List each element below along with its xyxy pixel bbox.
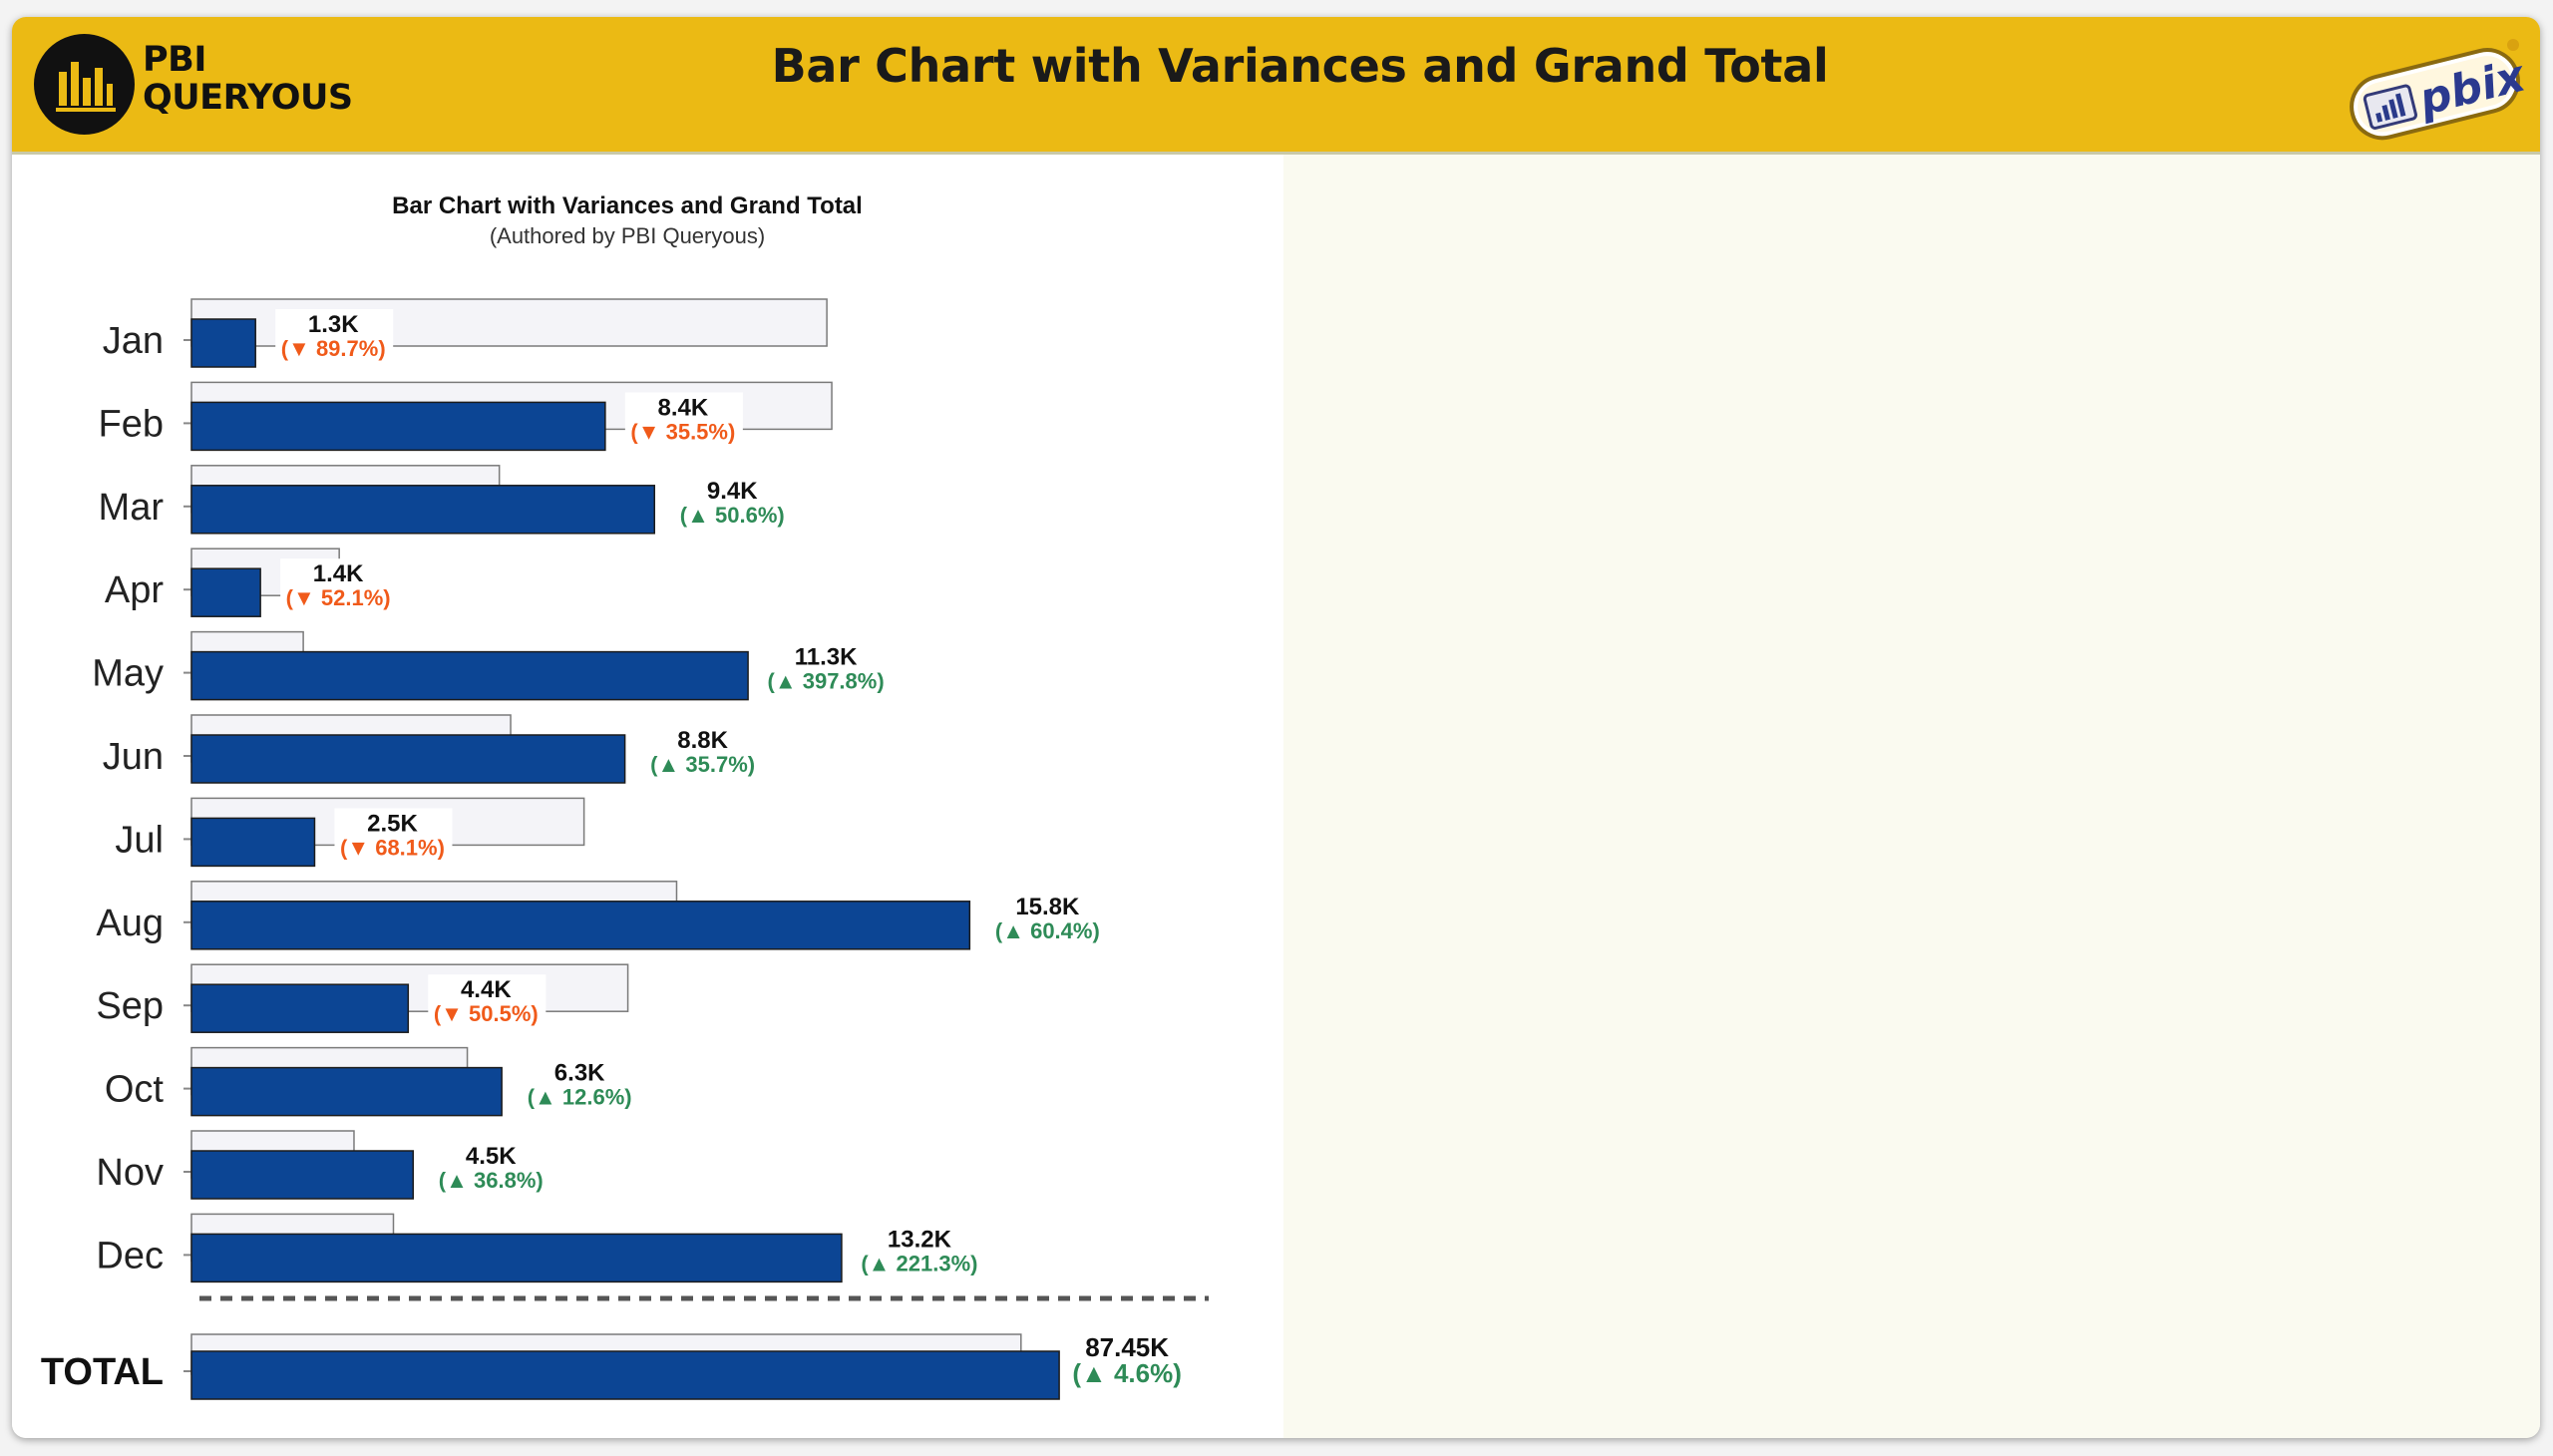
total-value-bar <box>190 1350 1060 1400</box>
value-label: 4.5K <box>466 1143 517 1170</box>
label-plate <box>334 808 453 855</box>
variance-label: (▼ 52.1%) <box>286 585 391 610</box>
chart-title: Bar Chart with Variances and Grand Total <box>392 192 863 219</box>
value-bar <box>190 318 256 368</box>
label-plate <box>644 725 763 771</box>
label-plate <box>674 475 793 522</box>
value-label: 13.2K <box>888 1226 952 1253</box>
report-header: PBI QUERYOUS Bar Chart with Variances an… <box>12 17 2540 155</box>
bar-chart-svg: Jan 1.3K(▼ 89.7%)Feb 8.4K(▼ 35.5%)Mar 9.4K(… <box>41 298 1209 1400</box>
value-label: 8.4K <box>658 394 709 421</box>
variance-label: (▼ 89.7%) <box>281 336 386 361</box>
value-bar <box>190 1150 414 1200</box>
category-label: Aug <box>96 903 164 944</box>
category-label: Nov <box>96 1152 164 1194</box>
variance-label: (▲ 50.6%) <box>680 503 785 528</box>
value-label: 15.8K <box>1015 894 1080 920</box>
value-label: 8.8K <box>677 727 728 754</box>
variance-label: (▲ 221.3%) <box>861 1251 977 1275</box>
brand-line-2: QUERYOUS <box>143 78 353 118</box>
bar-chart-logo-icon <box>56 62 116 112</box>
variance-label: (▼ 68.1%) <box>340 835 445 860</box>
category-label: Dec <box>96 1235 164 1276</box>
label-plate <box>280 558 399 605</box>
chart-subtitle: (Authored by PBI Queryous) <box>489 223 766 248</box>
category-label: Sep <box>96 985 164 1027</box>
value-bar <box>190 650 749 701</box>
pbix-file-icon: pbix <box>2350 39 2531 141</box>
value-bar <box>190 901 971 950</box>
chart-visual[interactable]: Bar Chart with Variances and Grand Total… <box>12 155 1283 1438</box>
variance-label: (▲ 35.7%) <box>650 752 755 777</box>
variance-label: (▲ 12.6%) <box>528 1085 632 1110</box>
pbix-badge[interactable]: pbix <box>2336 27 2535 149</box>
label-plate <box>428 974 547 1021</box>
value-bar <box>190 1066 503 1117</box>
report-canvas: PBI QUERYOUS Bar Chart with Variances an… <box>12 17 2540 1438</box>
total-value-label: 87.45K <box>1085 1332 1169 1362</box>
variance-label: (▲ 36.8%) <box>439 1168 544 1193</box>
label-plate <box>624 392 743 439</box>
brand-name: PBI QUERYOUS <box>143 41 353 117</box>
category-label: May <box>92 653 164 695</box>
variance-label: (▲ 397.8%) <box>768 669 885 694</box>
brand-line-1: PBI <box>143 40 206 80</box>
label-plate <box>989 891 1108 937</box>
variance-label: (▼ 50.5%) <box>434 1001 539 1026</box>
page-title: Bar Chart with Variances and Grand Total <box>771 39 1829 93</box>
value-label: 4.4K <box>461 976 512 1003</box>
value-bar <box>190 734 626 784</box>
variance-label: (▲ 60.4%) <box>995 918 1100 943</box>
label-plate <box>522 1057 640 1104</box>
category-label: Mar <box>99 487 165 529</box>
variance-label: (▼ 35.5%) <box>630 419 735 444</box>
value-label: 1.3K <box>308 311 359 338</box>
label-plate <box>861 1224 979 1271</box>
label-plate <box>275 309 394 355</box>
label-plate <box>433 1141 551 1187</box>
pbi-queryous-logo <box>34 34 135 135</box>
value-bar <box>190 401 606 452</box>
total-variance-label: (▲ 4.6%) <box>1072 1358 1182 1388</box>
value-label: 6.3K <box>554 1060 605 1087</box>
category-label: Jun <box>103 736 164 778</box>
category-label: Apr <box>105 569 164 611</box>
empty-canvas-area <box>1283 155 2540 1438</box>
value-bar <box>190 567 261 617</box>
category-label: Jul <box>115 819 164 861</box>
category-label: Feb <box>99 403 164 445</box>
value-label: 9.4K <box>707 478 758 505</box>
value-label: 1.4K <box>313 560 364 587</box>
total-label: TOTAL <box>41 1351 164 1393</box>
category-label: Jan <box>103 320 164 362</box>
category-label: Oct <box>105 1069 165 1111</box>
value-bar <box>190 983 410 1033</box>
value-bar <box>190 1233 843 1283</box>
label-plate <box>768 641 887 688</box>
value-label: 11.3K <box>795 644 858 671</box>
value-bar <box>190 817 316 868</box>
value-bar <box>190 485 656 535</box>
value-label: 2.5K <box>367 810 418 837</box>
